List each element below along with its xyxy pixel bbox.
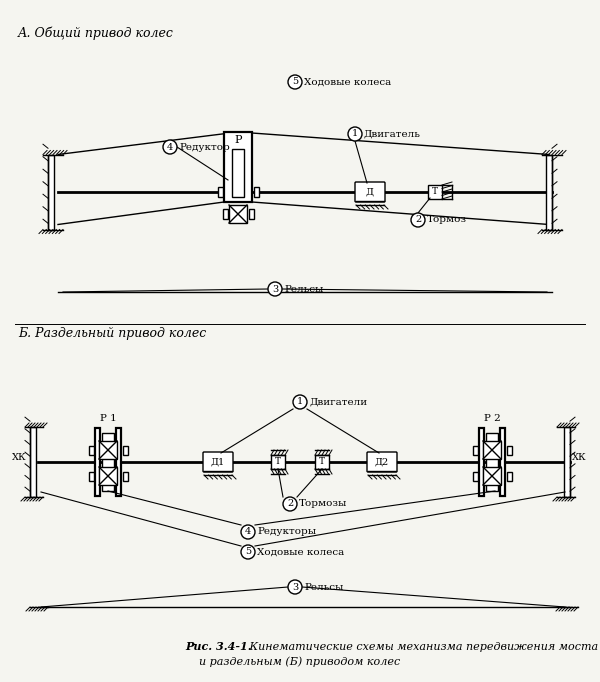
Circle shape [288, 580, 302, 594]
Bar [48, 155, 54, 230]
Bar [229, 205, 247, 223]
Text: Т: Т [275, 458, 281, 466]
Text: P 1: P 1 [100, 414, 116, 423]
Text: Ходовые колеса: Ходовые колеса [257, 548, 344, 557]
Text: 1: 1 [352, 130, 358, 138]
Circle shape [288, 75, 302, 89]
Text: 3: 3 [292, 582, 298, 591]
Text: Редукторы: Редукторы [257, 527, 316, 537]
Bar [473, 445, 478, 454]
Bar [254, 187, 259, 197]
FancyBboxPatch shape [203, 452, 233, 472]
Bar [223, 209, 227, 219]
Text: Ходовые колеса: Ходовые колеса [304, 78, 391, 87]
FancyBboxPatch shape [355, 182, 385, 202]
Text: 3: 3 [272, 284, 278, 293]
Text: 2: 2 [415, 216, 421, 224]
Bar [122, 445, 128, 454]
Text: ХК: ХК [572, 452, 587, 462]
Text: 4: 4 [245, 527, 251, 537]
Text: Двигатель: Двигатель [364, 130, 421, 138]
Text: 2: 2 [287, 499, 293, 509]
Bar [89, 471, 94, 481]
FancyBboxPatch shape [367, 452, 397, 472]
Circle shape [163, 140, 177, 154]
Bar [95, 428, 100, 496]
Text: Тормоз: Тормоз [427, 216, 467, 224]
Circle shape [268, 282, 282, 296]
Bar [224, 132, 252, 202]
Bar [428, 185, 442, 199]
Bar [30, 427, 36, 497]
Text: Тормозы: Тормозы [299, 499, 347, 509]
Text: P: P [234, 135, 242, 145]
Text: Рис. 3.4-1.: Рис. 3.4-1. [185, 640, 251, 651]
Circle shape [283, 497, 297, 511]
Text: Т: Т [319, 458, 325, 466]
Text: Редуктор: Редуктор [179, 143, 230, 151]
Bar [486, 433, 498, 491]
Text: Б. Раздельный привод колес: Б. Раздельный привод колес [18, 327, 206, 340]
Text: А. Общий привод колес: А. Общий привод колес [18, 27, 174, 40]
Circle shape [241, 525, 255, 539]
Bar [479, 428, 484, 496]
Text: ХК: ХК [12, 452, 26, 462]
Text: Кинематические схемы механизма передвижения моста с общим (А): Кинематические схемы механизма передвиже… [246, 640, 600, 651]
Text: Двигатели: Двигатели [309, 398, 367, 406]
Bar [122, 471, 128, 481]
Circle shape [293, 395, 307, 409]
Bar [546, 155, 552, 230]
Bar [89, 445, 94, 454]
Bar [99, 441, 117, 459]
Text: Д: Д [366, 188, 374, 196]
Bar [483, 467, 501, 485]
Text: и раздельным (Б) приводом колес: и раздельным (Б) приводом колес [199, 657, 401, 667]
Text: 1: 1 [297, 398, 303, 406]
Text: 5: 5 [245, 548, 251, 557]
Circle shape [348, 127, 362, 141]
Text: Рельсы: Рельсы [284, 284, 323, 293]
Bar [506, 471, 511, 481]
Text: Д1: Д1 [211, 458, 225, 466]
Bar [99, 467, 117, 485]
Text: P 2: P 2 [484, 414, 500, 423]
Bar [248, 209, 254, 219]
Circle shape [241, 545, 255, 559]
Bar [473, 471, 478, 481]
Bar [564, 427, 570, 497]
Bar [500, 428, 505, 496]
Text: 4: 4 [167, 143, 173, 151]
Text: 5: 5 [292, 78, 298, 87]
Bar [218, 187, 223, 197]
Bar [483, 441, 501, 459]
Bar [116, 428, 121, 496]
Bar [232, 149, 244, 197]
Bar [271, 455, 285, 469]
Text: Д2: Д2 [375, 458, 389, 466]
Text: Рельсы: Рельсы [304, 582, 343, 591]
Circle shape [411, 213, 425, 227]
Text: Т: Т [432, 188, 438, 196]
Bar [506, 445, 511, 454]
Bar [102, 433, 114, 491]
Bar [315, 455, 329, 469]
